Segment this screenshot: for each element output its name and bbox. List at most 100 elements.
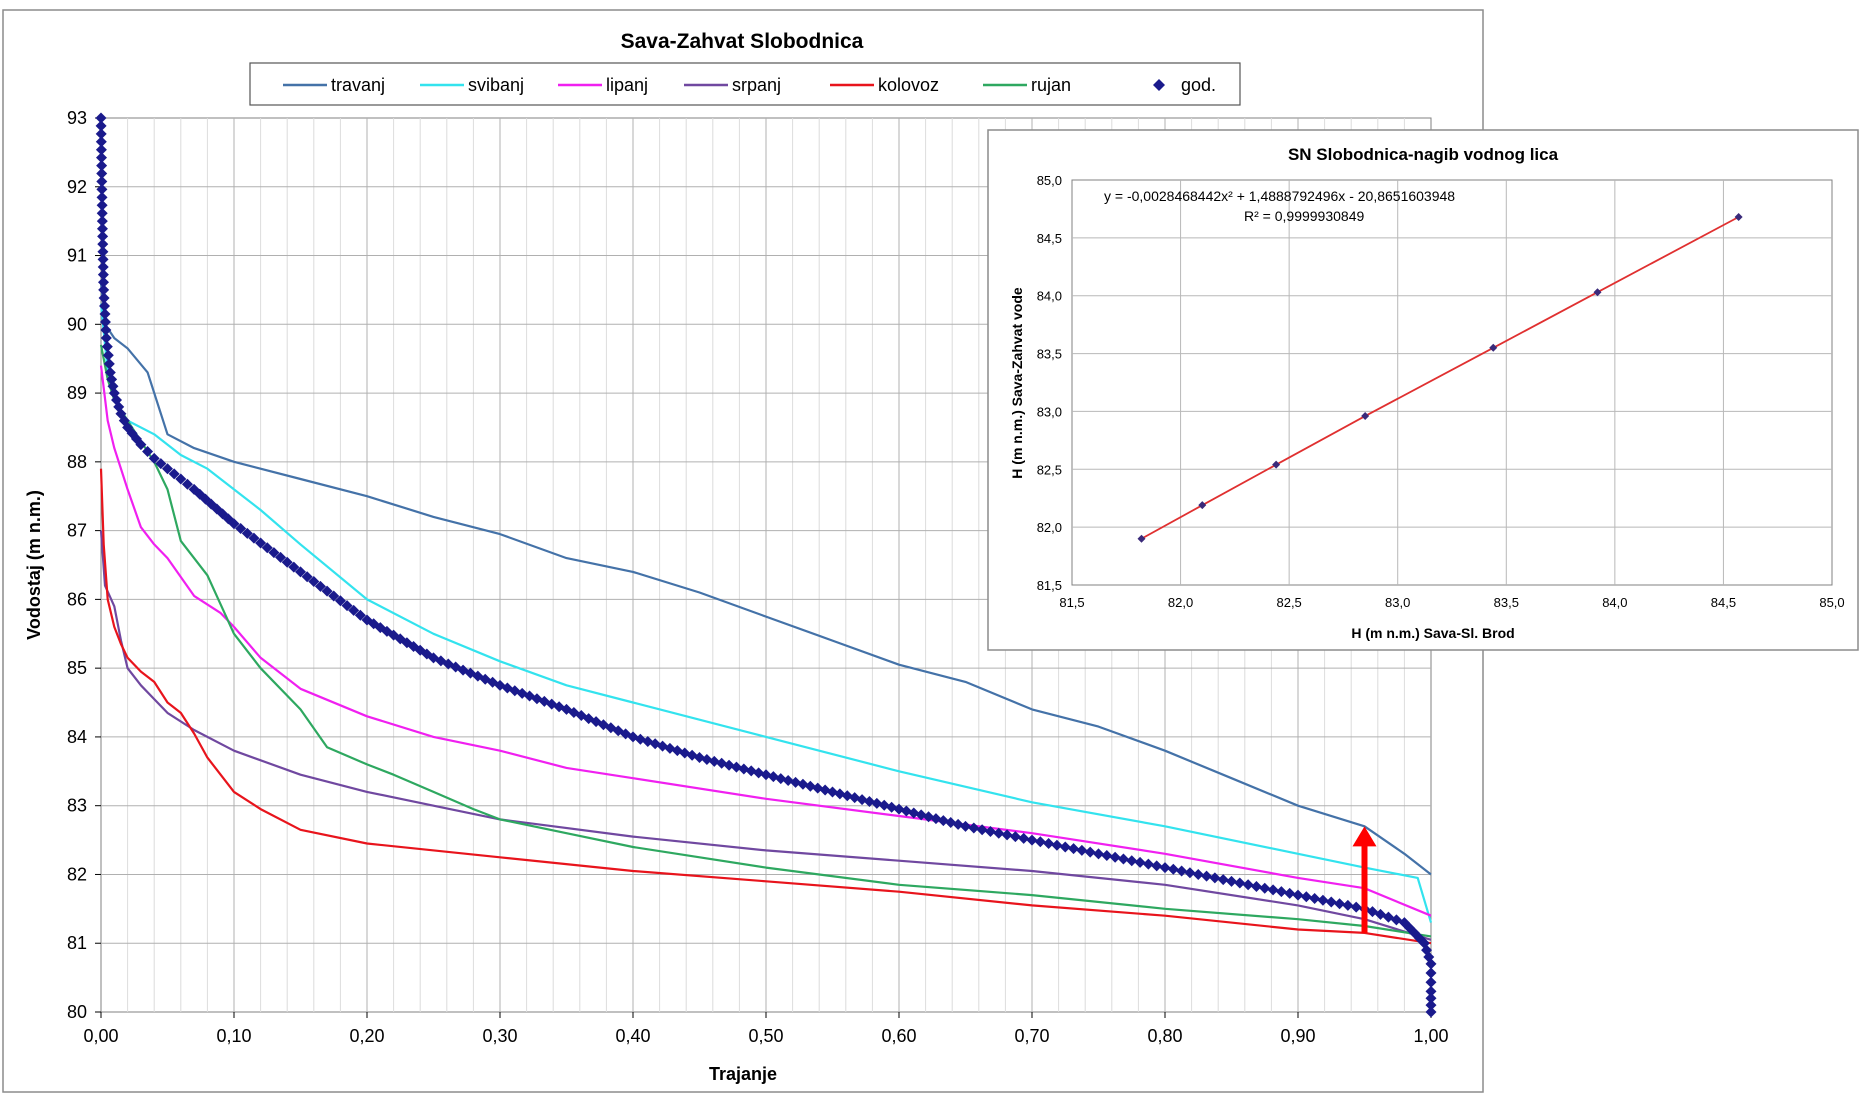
god-diamond-marker xyxy=(181,478,193,490)
god-diamond-marker xyxy=(97,253,109,265)
y-tick-label: 84 xyxy=(67,727,87,747)
legend-label: travanj xyxy=(331,75,385,95)
god-diamond-marker xyxy=(1284,887,1296,899)
x-tick-label: 0,00 xyxy=(83,1026,118,1046)
series-line-rujan xyxy=(99,344,1432,938)
inset-x-tick-label: 82,5 xyxy=(1276,595,1301,610)
inset-data-point xyxy=(1137,534,1146,543)
main-axes: 0,00 0,10 0,20 0,30 0,40 0,50 0,60 0,70 0,80 0,90… xyxy=(67,108,1449,1046)
inset-x-tick-label: 85,0 xyxy=(1819,595,1844,610)
god-diamond-marker xyxy=(1201,870,1213,882)
god-diamond-marker xyxy=(314,580,326,592)
legend-diamond-swatch xyxy=(1153,79,1165,91)
god-diamond-marker xyxy=(1425,992,1437,1004)
y-tick-label: 87 xyxy=(67,521,87,541)
god-diamond-marker xyxy=(1059,841,1071,853)
god-diamond-marker xyxy=(162,463,173,475)
god-diamond-marker xyxy=(96,191,108,203)
god-diamond-marker xyxy=(1300,891,1312,903)
series-line-lipanj xyxy=(99,365,1432,917)
y-tick-label: 92 xyxy=(67,177,87,197)
series-line-svibanj xyxy=(99,303,1433,923)
god-diamond-marker xyxy=(1026,834,1038,846)
inset-y-tick-label: 82,0 xyxy=(1037,520,1062,535)
god-diamond-marker xyxy=(501,682,513,694)
series-srpanj xyxy=(99,530,1432,941)
y-tick-label: 88 xyxy=(67,452,87,472)
god-diamond-marker xyxy=(1009,831,1021,843)
god-diamond-marker xyxy=(100,332,112,344)
legend-label: rujan xyxy=(1031,75,1071,95)
inset-series-group xyxy=(1137,213,1743,543)
y-tick-label: 83 xyxy=(67,796,87,816)
god-diamond-marker xyxy=(348,604,360,616)
god-diamond-marker xyxy=(148,452,160,464)
god-diamond-marker xyxy=(295,566,306,578)
series-god xyxy=(95,112,1437,1018)
inset-y-tick-label: 84,5 xyxy=(1037,231,1062,246)
god-diamond-marker xyxy=(1176,865,1188,877)
god-diamond-marker xyxy=(261,542,273,554)
series-line-kolovoz xyxy=(99,468,1432,945)
legend-item-srpanj: srpanj xyxy=(684,75,781,95)
series-line-travanj xyxy=(99,282,1432,876)
god-diamond-marker xyxy=(101,341,113,353)
series-travanj xyxy=(99,282,1432,876)
god-diamond-marker xyxy=(95,112,107,124)
god-diamond-marker xyxy=(1275,886,1287,898)
god-diamond-marker xyxy=(1425,976,1437,988)
inset-y-tick-label: 82,5 xyxy=(1037,462,1062,477)
god-diamond-marker xyxy=(1109,851,1121,863)
god-diamond-marker xyxy=(1217,874,1229,886)
god-diamond-marker xyxy=(255,537,267,549)
god-diamond-marker xyxy=(1068,843,1080,855)
god-diamond-marker xyxy=(1117,853,1129,865)
god-diamond-marker xyxy=(1325,896,1337,908)
legend-label: srpanj xyxy=(732,75,781,95)
x-tick-label: 0,30 xyxy=(482,1026,517,1046)
god-diamond-marker xyxy=(968,822,980,834)
legend-label: lipanj xyxy=(606,75,648,95)
god-diamond-marker xyxy=(1292,889,1304,901)
legend-label: svibanj xyxy=(468,75,524,95)
god-diamond-marker xyxy=(321,585,333,597)
main-series-group xyxy=(95,112,1437,1018)
legend-item-svibanj: svibanj xyxy=(420,75,524,95)
y-tick-label: 90 xyxy=(67,314,87,334)
series-kolovoz xyxy=(99,468,1432,945)
main-y-axis-label: Vodostaj (m n.m.) xyxy=(24,490,44,640)
inset-grid xyxy=(1072,180,1832,585)
god-diamond-marker xyxy=(95,120,107,132)
legend-item-travanj: travanj xyxy=(283,75,385,95)
god-diamond-marker xyxy=(1425,999,1437,1011)
god-diamond-marker xyxy=(1234,877,1246,889)
legend-item-lipanj: lipanj xyxy=(558,75,648,95)
god-diamond-marker xyxy=(103,358,115,370)
god-diamond-marker xyxy=(1350,901,1362,913)
main-legend: travanj svibanj lipanj srpanj kolovoz rujan go… xyxy=(283,75,1216,95)
god-diamond-marker xyxy=(142,446,154,458)
god-diamond-marker xyxy=(99,308,111,320)
annotation-arrow-head xyxy=(1352,826,1377,847)
god-diamond-marker xyxy=(308,576,320,588)
y-tick-label: 82 xyxy=(67,864,87,884)
x-tick-label: 1,00 xyxy=(1413,1026,1448,1046)
god-diamond-marker xyxy=(1001,829,1013,841)
god-diamond-marker xyxy=(98,276,110,288)
god-diamond-marker xyxy=(96,152,108,164)
series-line-srpanj xyxy=(99,530,1432,941)
god-diamond-marker xyxy=(334,595,346,607)
inset-data-point xyxy=(1734,213,1743,222)
god-diamond-marker xyxy=(1242,879,1254,891)
god-diamond-marker xyxy=(241,527,253,539)
god-diamond-marker xyxy=(168,468,180,480)
god-diamond-marker xyxy=(1034,836,1046,848)
inset-x-tick-label: 83,5 xyxy=(1494,595,1519,610)
god-diamond-marker xyxy=(1250,880,1262,892)
god-diamond-marker xyxy=(1159,862,1171,874)
god-diamond-marker xyxy=(97,230,109,242)
god-diamond-marker xyxy=(175,473,187,485)
x-tick-label: 0,10 xyxy=(216,1026,251,1046)
god-diamond-marker xyxy=(1051,839,1063,851)
